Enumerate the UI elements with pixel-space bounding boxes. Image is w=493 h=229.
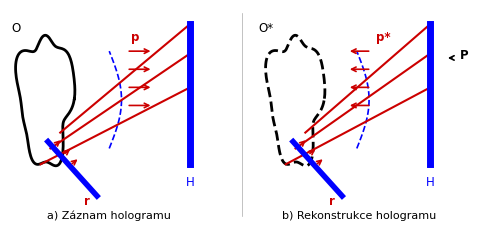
Text: H: H	[186, 176, 195, 188]
Text: b) Rekonstrukce hologramu: b) Rekonstrukce hologramu	[282, 210, 436, 221]
Text: P: P	[460, 49, 468, 62]
Text: r: r	[84, 195, 90, 208]
Text: a) Záznam hologramu: a) Záznam hologramu	[47, 210, 171, 221]
Text: r: r	[329, 195, 335, 208]
Text: p*: p*	[377, 31, 391, 44]
Text: p: p	[131, 31, 140, 44]
Text: O*: O*	[259, 22, 274, 35]
Text: O: O	[11, 22, 20, 35]
Text: H: H	[426, 176, 435, 188]
